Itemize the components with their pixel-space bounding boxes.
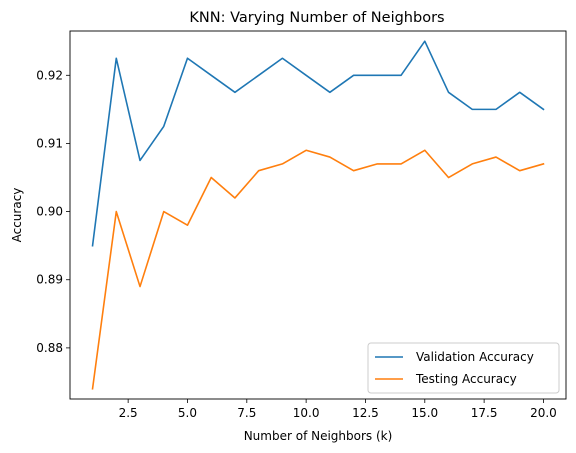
y-axis-ticks: 0.88 0.89 0.90 0.91 0.92 — [36, 68, 70, 355]
x-tick-label: 2.5 — [119, 406, 138, 420]
legend-label-validation: Validation Accuracy — [416, 350, 534, 364]
testing-accuracy-line — [91, 149, 545, 390]
x-axis-title: Number of Neighbors (k) — [244, 429, 393, 443]
y-tick-label: 0.89 — [36, 273, 63, 287]
plot-area — [69, 30, 567, 400]
legend: Validation Accuracy Testing Accuracy — [367, 342, 560, 394]
plot-frame — [69, 30, 567, 400]
y-tick-label: 0.90 — [36, 205, 63, 219]
x-tick-label: 5.0 — [178, 406, 197, 420]
validation-accuracy-line — [91, 40, 545, 247]
legend-label-testing: Testing Accuracy — [415, 372, 517, 386]
y-tick-label: 0.92 — [36, 68, 63, 82]
y-tick-label: 0.88 — [36, 341, 63, 355]
x-axis-ticks: 2.5 5.0 7.5 10.0 12.5 15.0 17.5 20.0 — [119, 399, 557, 420]
x-tick-label: 20.0 — [530, 406, 557, 420]
legend-box — [367, 342, 560, 394]
x-tick-label: 15.0 — [411, 406, 438, 420]
chart-title: KNN: Varying Number of Neighbors — [189, 10, 444, 26]
y-axis-title: Accuracy — [10, 188, 24, 243]
y-tick-label: 0.91 — [36, 136, 63, 150]
x-tick-label: 7.5 — [237, 406, 256, 420]
x-tick-label: 10.0 — [293, 406, 320, 420]
series-layer — [91, 40, 545, 390]
x-tick-label: 17.5 — [471, 406, 498, 420]
x-tick-label: 12.5 — [352, 406, 379, 420]
